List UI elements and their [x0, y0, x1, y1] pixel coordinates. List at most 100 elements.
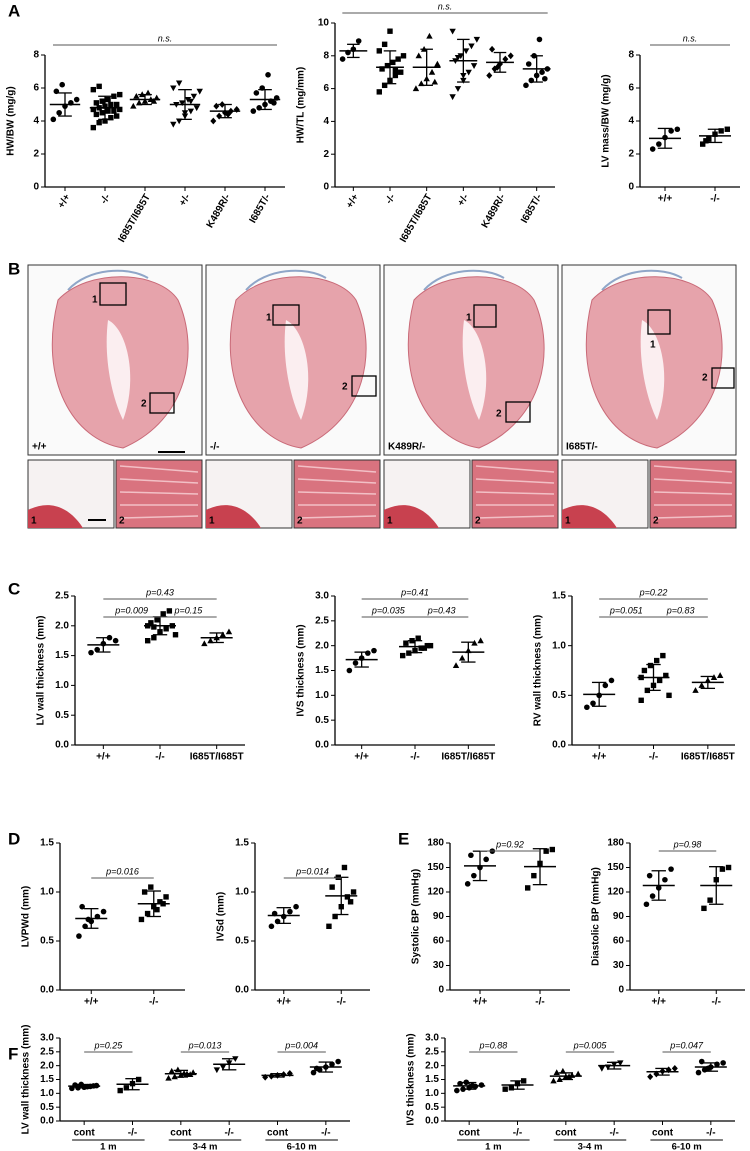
y-tick-label: 6: [628, 83, 634, 94]
x-tick-label: cont: [267, 1128, 289, 1139]
x-tick-label: -/-: [321, 1128, 330, 1139]
zoom-box: [99, 282, 127, 306]
data-point: [50, 116, 57, 123]
x-tick-label: +/-: [456, 192, 472, 208]
group-label: 1 m: [485, 1142, 501, 1151]
y-tick-label: 2: [323, 149, 329, 160]
data-point: [213, 102, 220, 110]
y-axis-label: IVS thickness (mm): [296, 624, 307, 716]
data-point: [123, 1085, 130, 1091]
data-point: [598, 1065, 606, 1072]
inset-fiber: [119, 515, 199, 519]
y-tick-label: 150: [607, 862, 624, 873]
y-axis-label: LVPWd (mm): [21, 886, 32, 947]
bracket-label: p=0.15: [173, 605, 203, 615]
x-tick-label: I685T/I685T: [441, 752, 495, 763]
y-tick-label: 1.5: [425, 1074, 439, 1085]
data-point: [524, 885, 531, 891]
y-tick-label: 1.0: [425, 1088, 439, 1099]
data-point: [454, 1087, 460, 1094]
data-point: [477, 637, 484, 644]
x-tick-label: I685T/-: [519, 192, 544, 225]
panel-letter: C: [8, 579, 20, 598]
y-axis-label: Diastolic BP (mmHg): [591, 867, 602, 966]
inset-fiber: [297, 478, 377, 484]
bracket-label: p=0.43: [145, 587, 174, 597]
data-point: [468, 43, 475, 50]
data-point: [553, 1069, 560, 1076]
data-point: [692, 687, 699, 693]
x-tick-label: cont: [74, 1128, 96, 1139]
data-point: [502, 55, 509, 63]
data-point: [201, 640, 208, 647]
dot-plot: 0 2 4 6 8 LV mass/BW (mg/g) +/+ -/- n.s.: [601, 33, 740, 205]
data-point: [94, 646, 100, 653]
y-tick-label: 1.0: [235, 887, 249, 898]
y-tick-label: 90: [613, 911, 625, 922]
x-tick-label: +/+: [84, 997, 99, 1008]
data-point: [178, 100, 186, 107]
bracket-label: p=0.013: [188, 1040, 222, 1050]
data-point: [310, 1069, 317, 1076]
x-tick-label: cont: [170, 1128, 192, 1139]
data-point: [171, 1073, 178, 1080]
y-tick-label: 1.5: [315, 665, 329, 676]
x-tick-label: K489R/-: [205, 192, 233, 230]
data-point: [170, 121, 177, 128]
data-point: [706, 136, 712, 142]
y-tick-label: 2.5: [425, 1046, 439, 1057]
data-point: [113, 113, 120, 119]
data-point: [135, 1076, 142, 1083]
data-point: [415, 635, 421, 641]
bracket-label: p=0.004: [284, 1040, 318, 1050]
inset-fiber: [119, 478, 199, 484]
data-point: [523, 82, 529, 89]
box-label: 1: [92, 295, 98, 306]
y-tick-label: 2.0: [55, 620, 69, 631]
data-point: [216, 112, 223, 120]
data-point: [90, 86, 97, 93]
y-tick-label: 10: [318, 18, 330, 29]
y-tick-label: 0.0: [55, 740, 69, 751]
bracket-label: p=0.43: [427, 605, 456, 615]
data-point: [76, 933, 82, 939]
x-tick-label: -/-: [706, 1128, 715, 1139]
data-point: [701, 905, 707, 912]
data-point: [187, 108, 195, 115]
image-label: K489R/-: [388, 442, 425, 453]
x-tick-label: I685T/I685T: [116, 192, 152, 244]
y-tick-label: 0: [618, 985, 624, 996]
data-point: [720, 1060, 726, 1066]
bracket-label: n.s.: [683, 33, 698, 43]
box-label: 2: [342, 382, 348, 393]
y-tick-label: 1.0: [40, 887, 54, 898]
dot-plot: 0.0 0.5 1.0 1.5 LVPWd (mm) +/+ -/- p=0.016: [21, 838, 185, 1008]
y-tick-label: 8: [33, 50, 39, 61]
x-tick-label: -/-: [712, 997, 721, 1008]
bracket-label: p=0.22: [639, 587, 668, 597]
y-tick-label: 0: [438, 985, 444, 996]
dot-plot: 0.0 0.5 1.0 1.5 IVSd (mm) +/+ -/- p=0.014: [216, 838, 370, 1008]
atria: [423, 269, 505, 291]
data-point: [643, 901, 650, 908]
data-point: [170, 85, 177, 92]
data-point: [379, 66, 385, 72]
inset-label: 2: [119, 516, 125, 527]
data-point: [187, 98, 195, 105]
panel-letter: D: [8, 829, 20, 848]
data-point: [113, 101, 120, 108]
y-tick-label: 1.5: [235, 838, 249, 849]
y-axis-label: RV wall thickness (mm): [533, 615, 544, 727]
data-point: [163, 626, 169, 632]
data-point: [250, 108, 257, 114]
dot-plot: 0.0 0.5 1.0 1.5 2.0 2.5 3.0 IVS thickness (mm) c…: [406, 1033, 735, 1151]
data-point: [398, 69, 404, 75]
data-point: [536, 36, 543, 43]
y-tick-label: 0.5: [235, 936, 249, 947]
zoom-box: [272, 304, 300, 326]
data-point: [418, 645, 424, 651]
data-point: [668, 866, 674, 872]
data-point: [707, 897, 713, 903]
